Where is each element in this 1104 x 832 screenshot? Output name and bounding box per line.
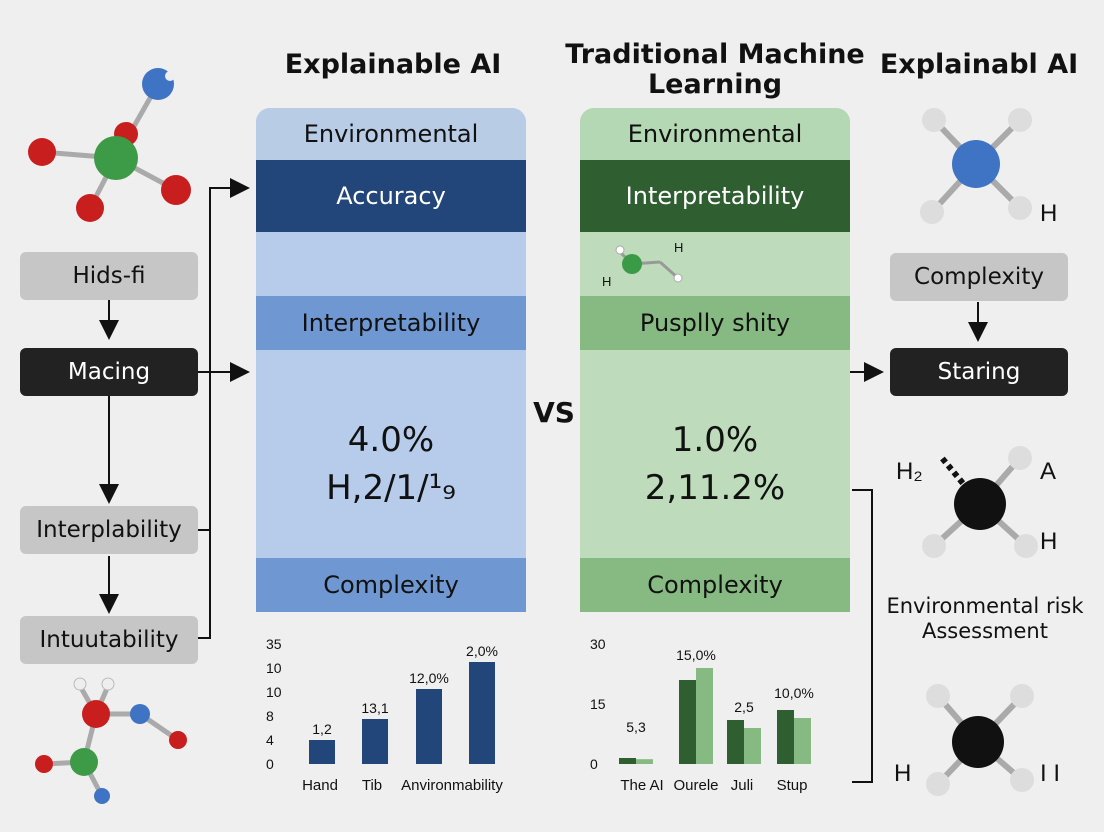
complexity-band: Complexity bbox=[580, 558, 850, 612]
metric-value-1: 1.0% bbox=[671, 420, 759, 460]
x-category-label: Anvironmability bbox=[401, 777, 503, 794]
bar bbox=[679, 680, 696, 764]
molecule-bottom-right-icon bbox=[926, 684, 1034, 796]
flow-item-intuutability: Intuutability bbox=[20, 616, 198, 664]
flow-item-macing: Macing bbox=[20, 348, 198, 396]
title-traditional-ml: Traditional Machine Learning bbox=[565, 39, 865, 100]
data-label: 10,0% bbox=[774, 685, 814, 701]
y-tick-label: 4 bbox=[266, 732, 274, 748]
bar bbox=[362, 719, 388, 764]
title-explainable-ai-left: Explainable AI bbox=[284, 49, 502, 80]
bar bbox=[777, 710, 794, 764]
data-label: 5,3 bbox=[626, 719, 646, 735]
metric-value-2: H,2/1/¹₉ bbox=[326, 468, 456, 508]
atom-label-h: H bbox=[1040, 528, 1058, 555]
data-label: 1,2 bbox=[312, 721, 332, 737]
bar bbox=[416, 689, 442, 764]
explainable-ai-column: Environmental Accuracy Interpretability … bbox=[256, 108, 526, 612]
data-label: 13,1 bbox=[361, 700, 388, 716]
atom-label-ii: I I bbox=[1040, 760, 1061, 787]
atom-label-h2: H₂ bbox=[896, 458, 923, 485]
bar bbox=[696, 668, 713, 764]
atom-label-h: H bbox=[894, 760, 912, 787]
title-explainable-ai-right: Explainabl AI bbox=[879, 49, 1079, 80]
atom-label-a: A bbox=[1040, 458, 1057, 485]
pusplly-shity-band: Pusplly shity bbox=[580, 296, 850, 350]
molecule-bottom-left-icon bbox=[35, 677, 187, 804]
traditional-ml-column: Environmental Interpretability H H Puspl… bbox=[580, 108, 850, 612]
flow-item-interplability: Interplability bbox=[20, 506, 198, 554]
data-label: 12,0% bbox=[409, 670, 449, 686]
data-label: 15,0% bbox=[676, 647, 716, 663]
flow-item-staring: Staring bbox=[890, 348, 1068, 396]
bar bbox=[744, 728, 761, 764]
complexity-band: Complexity bbox=[256, 558, 526, 612]
bar bbox=[469, 662, 495, 764]
y-tick-label: 10 bbox=[266, 660, 282, 676]
x-category-label: Ourele bbox=[673, 777, 718, 794]
x-category-label: The AI bbox=[620, 777, 663, 794]
atom-label-h: H bbox=[1040, 200, 1058, 227]
x-category-label: Hand bbox=[302, 777, 338, 794]
x-category-label: Stup bbox=[777, 777, 808, 794]
x-category-label: Juli bbox=[731, 777, 754, 794]
interpretability-band: Interpretability bbox=[256, 296, 526, 350]
y-tick-label: 35 bbox=[266, 636, 282, 652]
molecule-top-right-icon bbox=[920, 108, 1032, 224]
bar bbox=[309, 740, 335, 764]
bar bbox=[636, 759, 653, 764]
metric-value-2: 2,11.2% bbox=[644, 468, 786, 508]
bar bbox=[619, 758, 636, 764]
left-bar-chart: 35 10 10 8 4 0 1,2 13,1 12,0% 2,0% Hand Tib Anvironm… bbox=[266, 636, 503, 794]
vs-label: VS bbox=[533, 396, 575, 429]
bar bbox=[727, 720, 744, 764]
metric-value-1: 4.0% bbox=[347, 420, 435, 460]
y-tick-label: 0 bbox=[266, 756, 274, 772]
atom-label-h: H bbox=[602, 274, 612, 289]
environmental-risk-label: Environmental risk Assessment bbox=[886, 594, 1084, 643]
x-category-label: Tib bbox=[362, 777, 382, 794]
y-tick-label: 0 bbox=[590, 756, 598, 772]
data-label: 2,0% bbox=[466, 643, 498, 659]
flow-item-hids-fi: Hids-fi bbox=[20, 252, 198, 300]
y-tick-label: 10 bbox=[266, 684, 282, 700]
data-label: 2,5 bbox=[734, 699, 754, 715]
column-header: Environmental bbox=[580, 108, 850, 160]
interpretability-band: Interpretability bbox=[580, 160, 850, 232]
column-header: Environmental bbox=[256, 108, 526, 160]
middle-bar-chart: 30 15 0 5,3 15,0% 2,5 10,0% The AI Ourele Juli Stu… bbox=[590, 636, 814, 794]
accuracy-band: Accuracy bbox=[256, 160, 526, 232]
y-tick-label: 30 bbox=[590, 636, 606, 652]
y-tick-label: 8 bbox=[266, 708, 274, 724]
molecule-mid-right-icon bbox=[922, 446, 1038, 558]
flow-item-complexity: Complexity bbox=[890, 253, 1068, 301]
y-tick-label: 15 bbox=[590, 696, 606, 712]
molecule-top-left-icon bbox=[28, 68, 191, 222]
bar bbox=[794, 718, 811, 764]
atom-label-h: H bbox=[674, 240, 684, 255]
small-molecule-icon bbox=[615, 245, 683, 283]
